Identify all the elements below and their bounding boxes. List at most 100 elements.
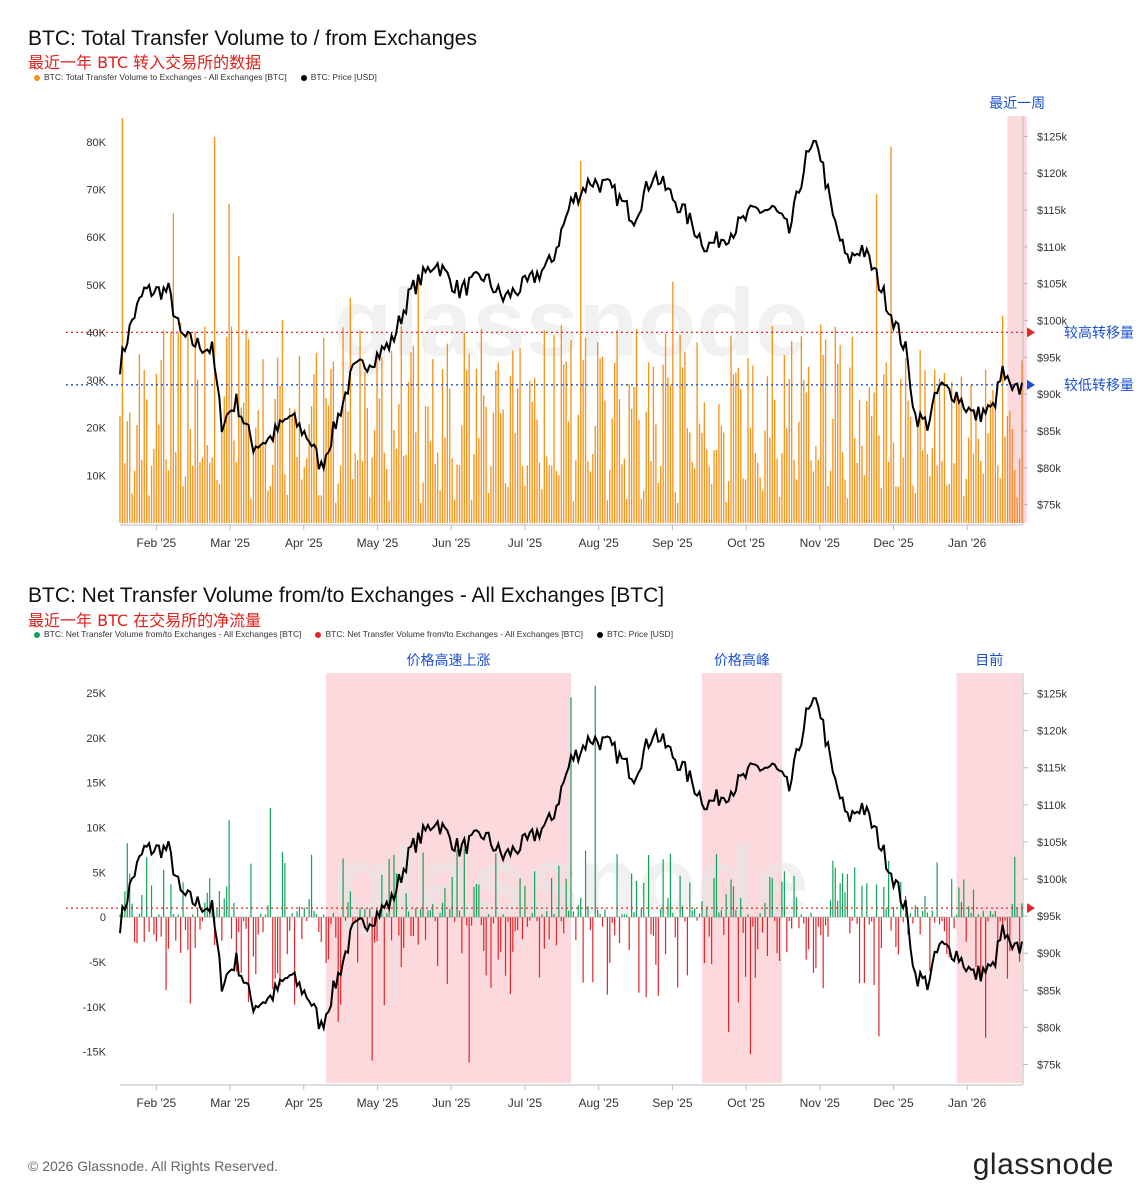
- volume-bar: [119, 415, 121, 523]
- inflow-bar: [449, 909, 451, 918]
- outflow-bar: [383, 917, 385, 1006]
- volume-bar: [900, 378, 902, 523]
- inflow-bar: [892, 907, 895, 918]
- brand-logo[interactable]: glassnode: [972, 1148, 1114, 1181]
- outflow-bar: [997, 917, 999, 943]
- volume-bar: [536, 419, 538, 523]
- chart2-legend-price[interactable]: BTC: Price [USD]: [596, 629, 673, 639]
- inflow-bar: [866, 883, 868, 918]
- outflow-bar: [808, 917, 810, 950]
- volume-bar: [303, 467, 305, 523]
- volume-bar: [846, 498, 849, 523]
- volume-bar: [980, 460, 982, 523]
- inflow-bar: [281, 851, 284, 918]
- volume-bar: [453, 499, 456, 523]
- inflow-bar: [647, 855, 650, 918]
- volume-bar: [373, 430, 376, 523]
- volume-bar: [349, 297, 352, 523]
- chart2-title: BTC: Net Transfer Volume from/to Exchang…: [28, 584, 665, 607]
- y-right-tick-label: $125k: [1037, 131, 1067, 143]
- outflow-bar: [187, 917, 189, 950]
- inflow-bar: [141, 895, 143, 918]
- volume-bar: [703, 402, 706, 523]
- chart2-legend-outflow[interactable]: BTC: Net Transfer Volume from/to Exchang…: [315, 629, 583, 639]
- inflow-bar: [604, 909, 606, 918]
- outflow-bar: [902, 917, 904, 923]
- inflow-bar: [936, 862, 938, 918]
- inflow-bar: [769, 876, 771, 918]
- outflow-bar: [774, 917, 776, 922]
- volume-bar: [390, 350, 393, 523]
- volume-bar: [790, 341, 793, 523]
- outflow-bar: [919, 917, 921, 935]
- outflow-bar: [815, 917, 817, 969]
- outflow-bar: [306, 917, 308, 922]
- outflow-bar: [645, 917, 647, 998]
- volume-bar: [955, 397, 958, 523]
- outflow-bar: [235, 917, 237, 972]
- outflow-bar: [492, 917, 495, 924]
- x-tick-label: Sep '25: [652, 536, 693, 550]
- outflow-bar: [371, 917, 373, 1061]
- volume-bar: [369, 497, 371, 523]
- volume-bar: [834, 326, 836, 523]
- inflow-bar: [795, 897, 798, 918]
- inflow-bar: [924, 895, 926, 918]
- inflow-bar: [347, 902, 349, 918]
- y-left-tick-label: -5K: [89, 957, 107, 969]
- volume-bar: [550, 465, 553, 523]
- inflow-bar: [359, 908, 361, 918]
- volume-bar: [972, 453, 975, 523]
- volume-bar: [832, 418, 834, 523]
- volume-bar: [359, 330, 361, 523]
- outflow-bar: [293, 917, 296, 1005]
- volume-bar: [958, 403, 960, 523]
- outflow-bar: [327, 917, 330, 960]
- volume-bar: [730, 335, 732, 523]
- volume-bar: [187, 331, 189, 523]
- chart1-legend-price[interactable]: BTC: Price [USD]: [300, 72, 377, 82]
- outflow-bar: [711, 917, 713, 964]
- y-right-tick-label: $85k: [1037, 985, 1061, 997]
- y-left-tick-label: 10K: [86, 822, 106, 834]
- inflow-bar: [478, 884, 480, 918]
- outflow-bar: [851, 917, 853, 921]
- volume-bar: [752, 365, 754, 523]
- inflow-bar: [1021, 903, 1023, 918]
- volume-bar: [320, 495, 322, 523]
- volume-bar: [165, 459, 167, 523]
- volume-bar: [160, 359, 162, 523]
- outflow-bar: [1002, 917, 1004, 932]
- inflow-bar: [308, 899, 310, 918]
- volume-bar: [837, 363, 839, 523]
- inflow-bar: [623, 914, 625, 918]
- outflow-bar: [257, 917, 259, 935]
- volume-bar: [298, 356, 301, 523]
- volume-bar: [177, 332, 179, 523]
- inflow-bar: [839, 883, 841, 918]
- chart1-legend-volume[interactable]: BTC: Total Transfer Volume to Exchanges …: [34, 72, 287, 82]
- volume-bar: [626, 498, 628, 523]
- outflow-bar: [277, 917, 279, 974]
- inflow-bar: [854, 867, 856, 918]
- volume-bar: [883, 374, 885, 523]
- reference-arrow-icon: [1027, 379, 1035, 390]
- outflow-bar: [1004, 917, 1006, 921]
- x-tick-label: Aug '25: [578, 536, 619, 550]
- outflow-bar: [761, 917, 764, 933]
- inflow-bar: [888, 860, 890, 918]
- inflow-bar: [917, 906, 919, 918]
- inflow-bar: [616, 853, 618, 918]
- chart2-legend-inflow[interactable]: BTC: Net Transfer Volume from/to Exchang…: [34, 629, 301, 639]
- x-tick-label: Feb '25: [137, 1096, 177, 1110]
- highlight-band: [956, 673, 1022, 1083]
- volume-bar: [325, 398, 327, 523]
- chart1-legend-price-label: BTC: Price [USD]: [310, 72, 377, 82]
- volume-bar: [975, 410, 977, 523]
- volume-bar: [162, 330, 165, 523]
- volume-bar: [182, 486, 184, 523]
- outflow-bar: [354, 917, 356, 921]
- outflow-bar: [376, 917, 378, 942]
- outflow-bar: [143, 917, 145, 942]
- volume-bar: [941, 461, 943, 523]
